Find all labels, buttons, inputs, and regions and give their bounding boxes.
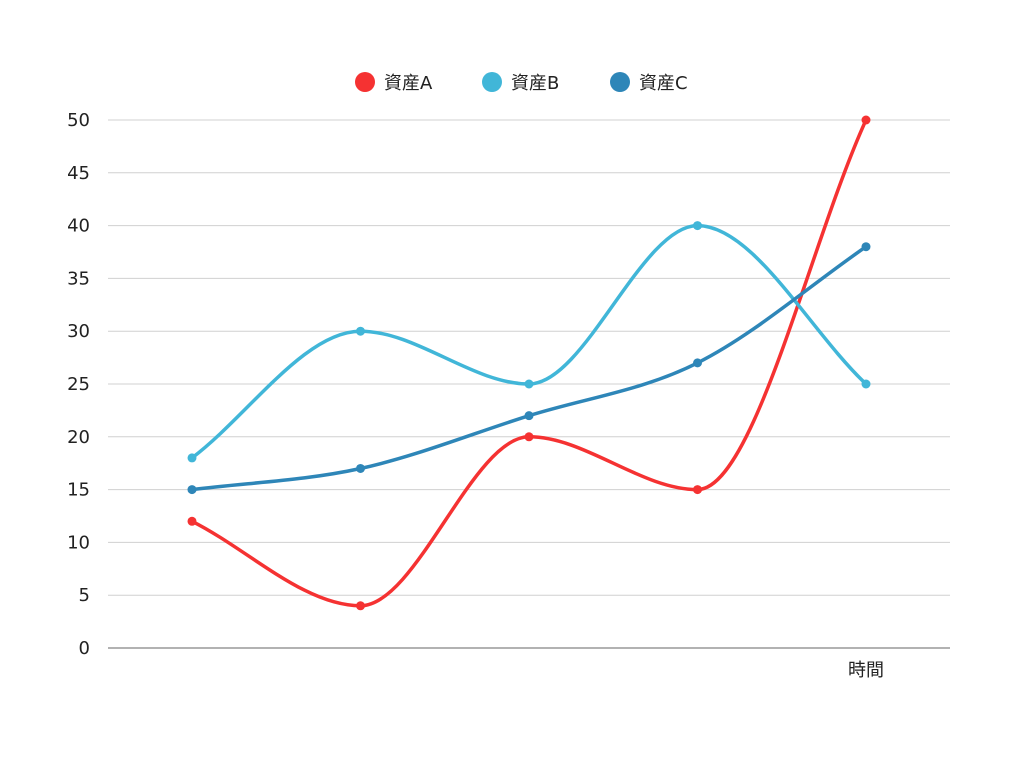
data-point-series-3-1[interactable]: [356, 463, 365, 473]
y-tick-label: 40: [67, 216, 90, 237]
x-tick-label: 時間: [848, 660, 884, 681]
series-line-3: [190, 244, 868, 492]
legend-item-3[interactable]: 資産C: [610, 72, 688, 94]
data-point-series-2-3[interactable]: [693, 221, 702, 231]
data-point-series-1-1[interactable]: [356, 601, 365, 611]
series-lines: [190, 118, 868, 608]
legend-label: 資産A: [384, 73, 433, 94]
data-point-series-1-3[interactable]: [693, 485, 702, 495]
legend-marker: [355, 72, 375, 92]
data-point-series-1-4[interactable]: [861, 115, 871, 125]
legend-item-2[interactable]: 資産B: [482, 72, 559, 94]
y-tick-label: 20: [67, 427, 90, 448]
legend-marker: [610, 72, 630, 92]
y-tick-label: 5: [79, 585, 90, 606]
series-line-2: [190, 223, 868, 460]
data-point-series-3-0[interactable]: [187, 485, 197, 495]
y-tick-label: 10: [67, 532, 90, 553]
y-tick-label: 15: [67, 480, 90, 501]
data-points: [187, 115, 871, 611]
axes: 0 5 10 15 20 25 30 35 40 45 50 時間: [67, 110, 950, 681]
legend-marker: [482, 72, 502, 92]
y-tick-label: 25: [67, 374, 90, 395]
y-tick-label: 45: [67, 163, 90, 184]
legend-item-1[interactable]: 資産A: [355, 72, 433, 94]
y-tick-label: 35: [67, 268, 90, 289]
data-point-series-2-4[interactable]: [861, 379, 871, 389]
y-tick-label: 50: [67, 110, 90, 131]
data-point-series-3-2[interactable]: [524, 411, 534, 421]
gridlines: [108, 119, 950, 596]
data-point-series-2-2[interactable]: [524, 379, 534, 389]
data-point-series-1-0[interactable]: [187, 516, 197, 526]
legend-label: 資産C: [639, 73, 688, 94]
data-point-series-2-0[interactable]: [187, 453, 197, 463]
legend: 資産A 資産B 資産C: [355, 72, 688, 94]
data-point-series-3-4[interactable]: [861, 242, 871, 252]
legend-label: 資産B: [511, 73, 559, 94]
series-line-1: [190, 118, 868, 608]
data-point-series-1-2[interactable]: [524, 432, 534, 442]
y-tick-label: 0: [79, 638, 90, 659]
y-tick-label: 30: [67, 321, 90, 342]
data-point-series-3-3[interactable]: [693, 358, 702, 368]
data-point-series-2-1[interactable]: [356, 326, 365, 336]
